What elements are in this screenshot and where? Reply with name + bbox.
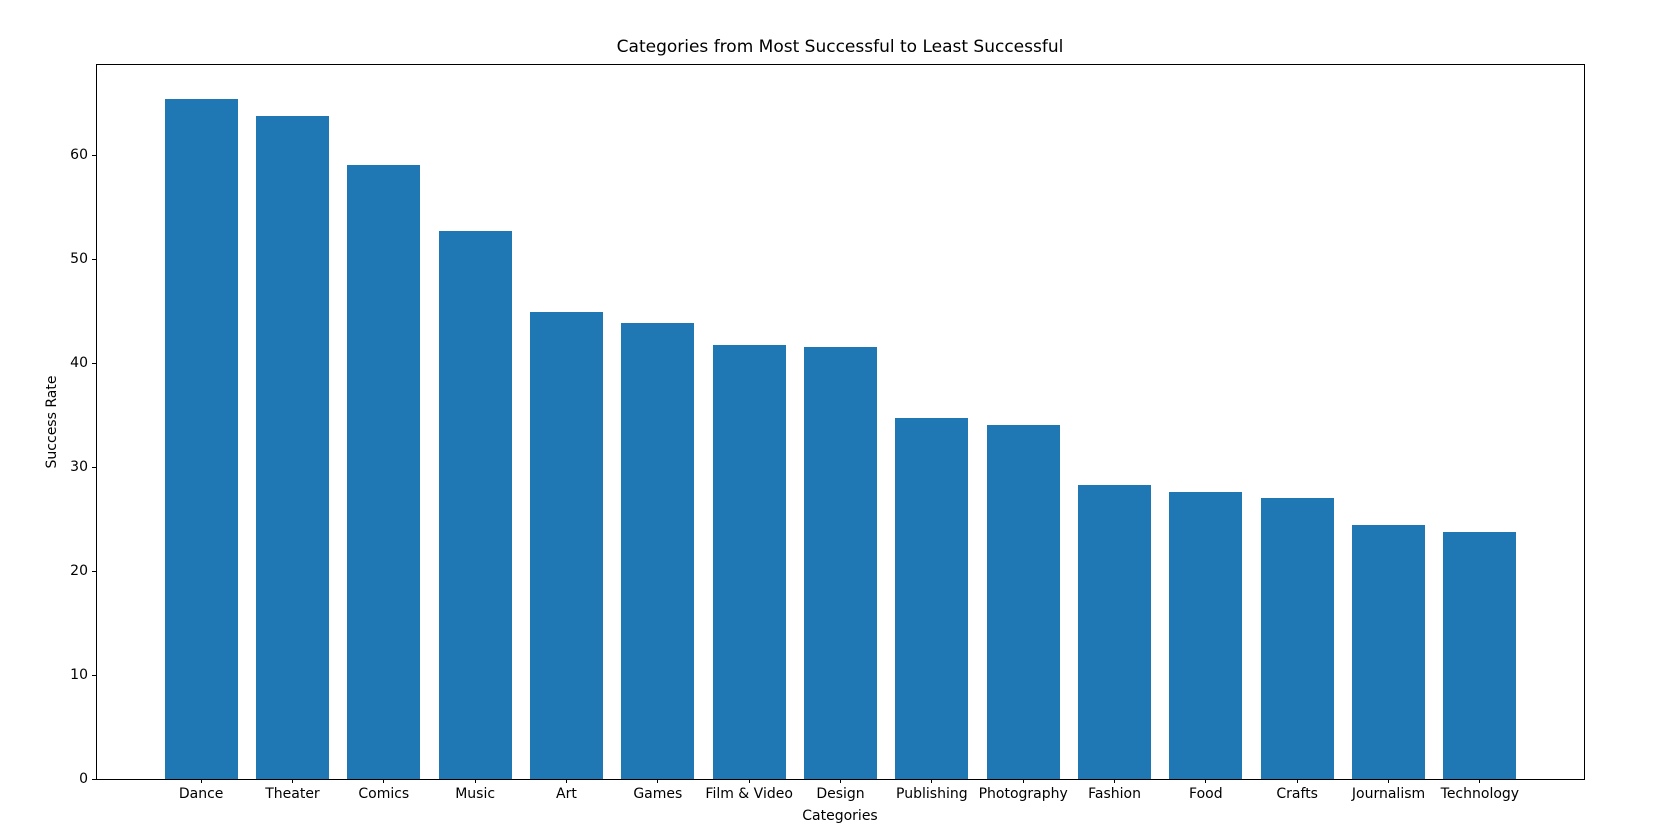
- bar-food: [1169, 492, 1243, 779]
- x-tick-label: Publishing: [896, 786, 968, 802]
- plot-area: 0 10 20 30 40 50 60 Dance Theater Comics Music Art G…: [70, 64, 1585, 802]
- x-tick-mark: [1022, 779, 1024, 783]
- x-tick-label: Games: [633, 786, 683, 802]
- y-tick-mark: [92, 570, 96, 572]
- x-tick-mark: [474, 779, 476, 783]
- bar-fashion: [1077, 484, 1152, 779]
- y-tick-label: 60: [70, 147, 88, 164]
- x-tick-mark: [931, 779, 933, 783]
- x-tick-mark: [1205, 779, 1207, 783]
- bar-film-video: [712, 344, 786, 779]
- x-tick-mark: [383, 779, 385, 783]
- x-tick-mark: [291, 779, 293, 783]
- x-tick-mark: [840, 779, 841, 783]
- chart-title: Categories from Most Successful to Least…: [616, 37, 1064, 57]
- x-tick-mark: [748, 779, 750, 783]
- y-tick-label: 0: [79, 771, 88, 787]
- x-tick-label: Theater: [265, 786, 320, 802]
- y-tick-mark: [92, 778, 96, 780]
- bar-journalism: [1351, 525, 1426, 779]
- y-tick-mark: [92, 154, 96, 156]
- bar-games: [621, 322, 695, 779]
- x-axis-label: Categories: [802, 808, 878, 824]
- x-tick-mark: [200, 779, 202, 783]
- bar-art: [529, 312, 603, 779]
- y-tick-label: 30: [70, 459, 88, 476]
- bar-publishing: [895, 418, 969, 779]
- x-tick-mark: [1479, 779, 1481, 783]
- x-tick-label: Art: [556, 786, 577, 802]
- y-tick-mark: [92, 362, 96, 364]
- x-tick-label: Technology: [1440, 786, 1520, 802]
- y-tick-label: 10: [70, 667, 88, 684]
- x-tick-label: Journalism: [1351, 786, 1426, 802]
- x-tick-label: Music: [455, 786, 496, 802]
- x-tick-label: Photography: [978, 786, 1068, 802]
- bar-technology: [1443, 531, 1517, 779]
- x-tick-label: Design: [816, 786, 865, 802]
- bar-dance: [164, 99, 238, 779]
- x-tick-label: Crafts: [1276, 786, 1318, 802]
- bar-design: [803, 346, 878, 779]
- x-tick-label: Dance: [178, 786, 224, 802]
- y-tick-label: 20: [70, 563, 88, 580]
- bar-music: [438, 231, 512, 779]
- bar-theater: [255, 115, 329, 779]
- x-tick-mark: [1114, 779, 1116, 783]
- bar-photography: [986, 424, 1060, 779]
- y-axis-label: Success Rate: [44, 375, 60, 469]
- x-tick-mark: [565, 779, 567, 783]
- x-tick-mark: [1388, 779, 1390, 783]
- x-tick-label: Fashion: [1088, 786, 1141, 802]
- bar-crafts: [1260, 498, 1334, 779]
- y-tick-mark: [92, 674, 96, 676]
- x-tick-mark: [657, 779, 659, 783]
- y-tick-label: 50: [70, 251, 88, 268]
- y-tick-mark: [92, 258, 96, 260]
- bar-comics: [347, 164, 421, 779]
- x-tick-label: Comics: [358, 786, 410, 802]
- y-tick-label: 40: [70, 355, 88, 372]
- x-tick-label: Film & Video: [705, 786, 793, 802]
- y-tick-mark: [92, 466, 96, 468]
- x-tick-mark: [1296, 779, 1298, 783]
- x-tick-label: Food: [1189, 786, 1223, 802]
